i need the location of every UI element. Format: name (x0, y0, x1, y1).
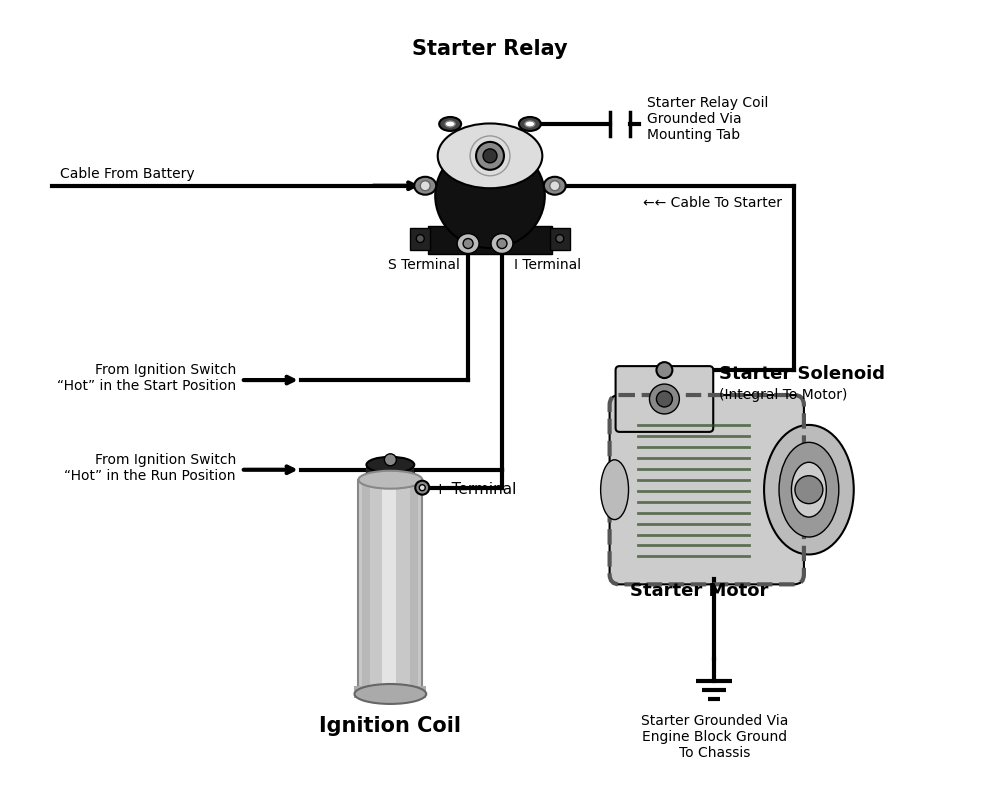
Ellipse shape (440, 117, 461, 131)
Circle shape (421, 181, 431, 191)
Circle shape (476, 142, 504, 170)
Text: I Terminal: I Terminal (514, 259, 581, 272)
Circle shape (416, 235, 425, 243)
Ellipse shape (463, 239, 473, 248)
Bar (362, 479, 370, 694)
Text: Starter Relay Coil
Grounded Via
Mounting Tab: Starter Relay Coil Grounded Via Mounting… (647, 96, 769, 142)
Ellipse shape (354, 684, 427, 704)
Ellipse shape (358, 471, 423, 489)
Ellipse shape (414, 177, 437, 195)
Bar (410, 479, 418, 694)
Text: Starter Relay: Starter Relay (412, 39, 568, 59)
Bar (549, 228, 569, 249)
Ellipse shape (519, 117, 541, 131)
Circle shape (384, 454, 396, 466)
Circle shape (415, 481, 430, 495)
Text: + Terminal: + Terminal (435, 482, 517, 497)
Text: Starter Motor: Starter Motor (630, 582, 768, 600)
Circle shape (656, 391, 672, 407)
Text: Ignition Coil: Ignition Coil (320, 716, 461, 736)
Text: Starter Grounded Via
Engine Block Ground
To Chassis: Starter Grounded Via Engine Block Ground… (641, 714, 788, 761)
Text: ←← Cable To Starter: ←← Cable To Starter (643, 196, 782, 209)
Ellipse shape (791, 463, 827, 517)
Ellipse shape (525, 121, 535, 127)
Text: From Ignition Switch
“Hot” in the Start Position: From Ignition Switch “Hot” in the Start … (56, 363, 236, 393)
Bar (358, 479, 423, 694)
Ellipse shape (544, 177, 565, 195)
Text: S Terminal: S Terminal (388, 259, 460, 272)
Text: From Ignition Switch
“Hot” in the Run Position: From Ignition Switch “Hot” in the Run Po… (64, 453, 236, 483)
Bar (354, 686, 427, 698)
Ellipse shape (491, 233, 513, 253)
Ellipse shape (366, 457, 414, 473)
Circle shape (795, 475, 823, 503)
Circle shape (419, 485, 426, 491)
Text: Cable From Battery: Cable From Battery (59, 167, 194, 181)
Bar (429, 225, 551, 253)
Ellipse shape (457, 233, 479, 253)
Ellipse shape (779, 443, 839, 537)
Ellipse shape (601, 459, 629, 519)
Bar (382, 479, 396, 694)
Bar (410, 228, 431, 249)
Ellipse shape (366, 463, 414, 486)
Bar (366, 465, 414, 481)
Text: Starter Solenoid: Starter Solenoid (719, 365, 885, 383)
Ellipse shape (497, 239, 507, 248)
Text: (Integral To Motor): (Integral To Motor) (719, 388, 847, 402)
Ellipse shape (446, 121, 455, 127)
FancyBboxPatch shape (616, 366, 713, 432)
Circle shape (483, 149, 497, 163)
FancyBboxPatch shape (610, 395, 804, 584)
Ellipse shape (649, 384, 679, 414)
Circle shape (656, 362, 672, 378)
Ellipse shape (764, 425, 853, 555)
Ellipse shape (436, 143, 545, 248)
Ellipse shape (438, 124, 543, 189)
Circle shape (555, 235, 563, 243)
Circle shape (549, 181, 559, 191)
